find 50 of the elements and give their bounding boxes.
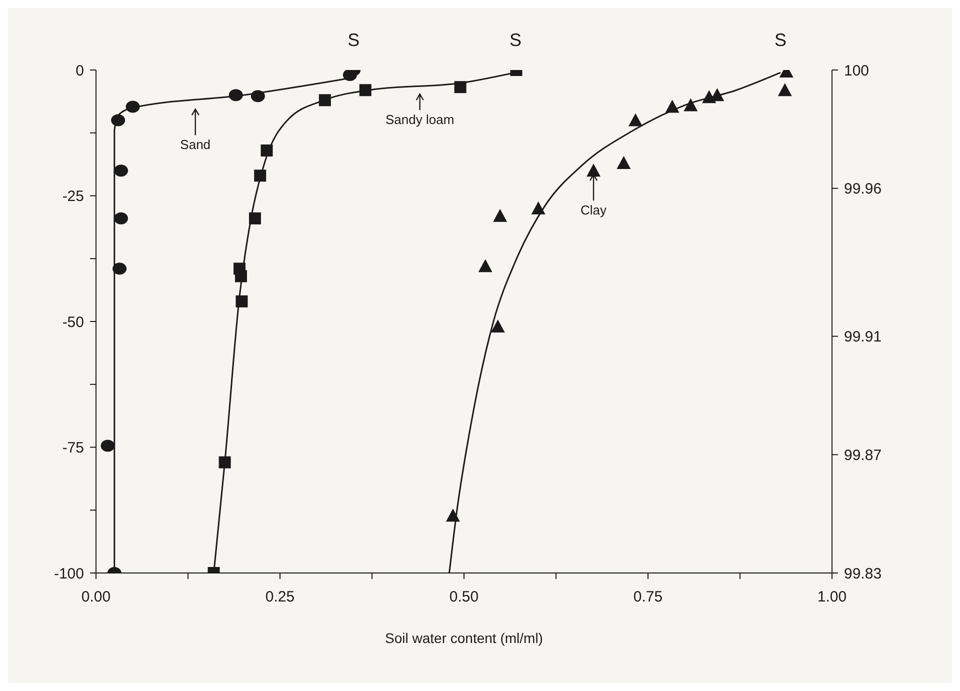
annotation: S	[510, 30, 522, 50]
point	[684, 98, 698, 112]
y2-tick-label: 99.96	[844, 180, 882, 198]
annotation: Clay	[580, 202, 608, 218]
point	[111, 114, 126, 126]
annotation: S	[348, 30, 360, 50]
x-tick-label: 0.00	[81, 588, 111, 606]
y-tick-label: -50	[62, 314, 84, 331]
point	[250, 90, 265, 102]
x-tick-label: 0.75	[633, 588, 663, 606]
point	[531, 201, 546, 214]
point	[478, 259, 492, 272]
point	[236, 295, 248, 308]
x-tick-label: 0.25	[265, 588, 295, 606]
point	[100, 440, 115, 452]
point	[114, 212, 128, 224]
point	[665, 100, 680, 113]
point	[234, 262, 246, 275]
point	[248, 212, 261, 224]
y-tick-label: 0	[76, 62, 84, 80]
point	[628, 113, 642, 126]
point	[218, 456, 231, 468]
point	[254, 170, 266, 182]
point	[318, 94, 331, 106]
x-axis-title: Soil water content (ml/ml)	[385, 630, 543, 646]
y2-tick-label: 99.83	[844, 565, 882, 582]
y2-tick-label: 99.91	[844, 328, 882, 346]
point	[228, 89, 243, 102]
annotation: Sandy loam	[386, 112, 454, 128]
point	[778, 83, 792, 96]
point	[586, 164, 601, 177]
y2-tick-label: 100	[844, 62, 870, 80]
annotation: Sand	[180, 137, 211, 152]
x-tick-label: 0.50	[449, 588, 479, 606]
point	[454, 81, 466, 94]
point	[616, 156, 631, 170]
y2-tick-label: 99.87	[844, 446, 882, 464]
y-tick-label: -75	[62, 440, 84, 457]
point	[446, 508, 460, 522]
point	[493, 208, 508, 222]
point	[260, 144, 273, 156]
point	[490, 320, 505, 333]
y-tick-label: -25	[62, 188, 84, 206]
y-tick-label: -100	[54, 565, 84, 582]
point	[114, 164, 128, 177]
point	[126, 100, 140, 113]
annotation: S	[774, 30, 786, 50]
point	[112, 262, 127, 275]
x-tick-label: 1.00	[817, 588, 847, 606]
point	[359, 84, 372, 96]
